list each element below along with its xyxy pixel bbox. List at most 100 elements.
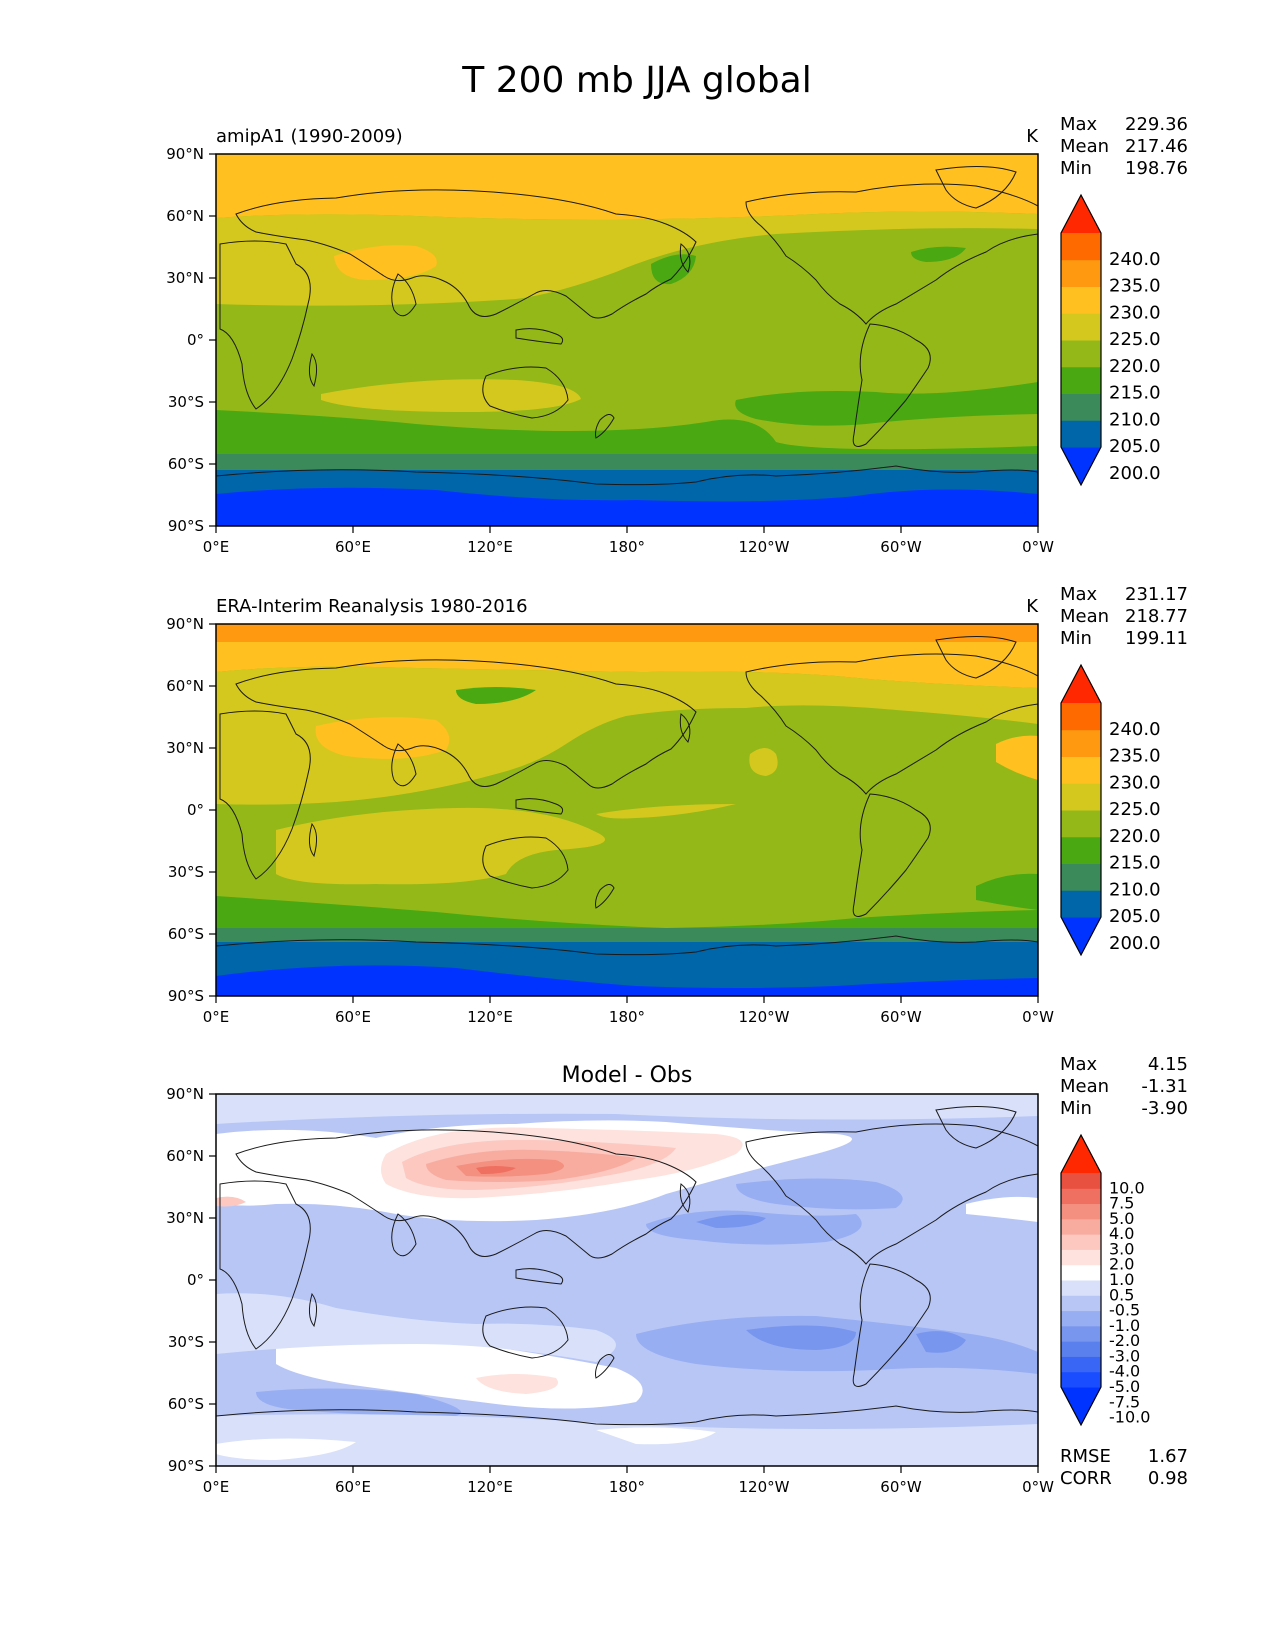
coast-japan [679, 243, 691, 273]
y-tick-label: 90°N [166, 615, 204, 633]
colorbar-level-label: 220.0 [1109, 356, 1161, 377]
colorbar-level-label: -5.0 [1109, 1377, 1140, 1396]
stat-min-value: 199.11 [1125, 628, 1188, 649]
band-obs-5 [276, 807, 605, 885]
colorbar-level-label: 5.0 [1109, 1209, 1134, 1228]
colorbar-level-label: 240.0 [1109, 249, 1161, 270]
colorbar-segment [1061, 233, 1101, 261]
colorbar-segment [1061, 703, 1101, 731]
band-diff-10 [966, 1196, 1038, 1222]
colorbar-segment [1061, 313, 1101, 341]
band-model-5 [334, 245, 437, 280]
stat-mean-value: 217.46 [1125, 136, 1188, 157]
colorbar-level-label: 3.0 [1109, 1239, 1134, 1258]
colorbar-level-label: 225.0 [1109, 329, 1161, 350]
x-tick-label: 120°W [739, 1478, 790, 1496]
y-tick-label: 30°N [166, 739, 204, 757]
band-model-3 [216, 211, 1038, 306]
y-tick-label: 90°N [166, 145, 204, 163]
colorbar-level-label: 210.0 [1109, 879, 1161, 900]
x-tick-label: 180° [609, 1478, 645, 1496]
panel-obs-stats: Max 231.17 Mean 218.77 Min 199.11 [1060, 584, 1188, 649]
coast-new-zealand [595, 884, 615, 909]
y-tick-label: 30°S [168, 863, 204, 881]
panel-diff-contour-field [216, 1094, 1038, 1466]
coast-japan [679, 713, 691, 743]
colorbar-outline [1060, 663, 1102, 957]
stat-rmse-value: 1.67 [1148, 1446, 1188, 1467]
stat-mean-label: Mean [1060, 606, 1109, 627]
colorbar-level-label: 205.0 [1109, 906, 1161, 927]
colorbar-segment [1061, 1249, 1101, 1266]
colorbar-outline [1060, 193, 1102, 487]
stat-max-value: 229.36 [1125, 114, 1188, 135]
band-diff-16 [916, 1331, 966, 1353]
coast-madagascar [308, 822, 318, 858]
colorbar-outline [1060, 1133, 1102, 1427]
colorbar-level-label: 4.0 [1109, 1224, 1134, 1243]
colorbar-segment [1061, 259, 1101, 287]
coast-new-zealand [595, 1354, 615, 1379]
colorbar-extend-low [1061, 447, 1101, 485]
colorbar-segment [1061, 863, 1101, 891]
band-diff-23 [596, 1427, 716, 1445]
stat-corr-label: CORR [1060, 1468, 1112, 1489]
colorbar-level-label: -0.5 [1109, 1301, 1140, 1320]
coast-antarctica [216, 935, 1038, 956]
x-tick-label: 0°E [203, 1008, 230, 1026]
band-obs-7 [749, 748, 778, 776]
band-obs-6 [596, 804, 736, 819]
y-tick-label: 90°S [168, 1457, 204, 1475]
stat-rmse-label: RMSE [1060, 1446, 1111, 1467]
stat-min-label: Min [1060, 1098, 1092, 1119]
band-model-10 [216, 454, 1038, 470]
colorbar-segment [1061, 420, 1101, 448]
coast-north-america [745, 1123, 1038, 1265]
coast-australia [482, 836, 569, 889]
x-tick-label: 120°W [739, 1008, 790, 1026]
stat-mean-label: Mean [1060, 136, 1109, 157]
band-diff-15 [746, 1325, 856, 1350]
colorbar-level-label: 7.5 [1109, 1194, 1134, 1213]
colorbar-level-label: 230.0 [1109, 772, 1161, 793]
colorbar-segment [1061, 1295, 1101, 1312]
colorbar-level-label: 210.0 [1109, 409, 1161, 430]
stat-max-value: 4.15 [1148, 1054, 1188, 1075]
coast-indonesia [515, 798, 564, 815]
colorbar-level-label: 220.0 [1109, 826, 1161, 847]
colorbar-level-label: 0.5 [1109, 1285, 1134, 1304]
y-tick-label: 0° [187, 331, 204, 349]
colorbar-segment [1061, 393, 1101, 421]
colorbar-level-label: 215.0 [1109, 853, 1161, 874]
stat-min-value: -3.90 [1141, 1098, 1188, 1119]
panel-model-units: K [1026, 126, 1039, 147]
colorbar-level-label: 10.0 [1109, 1178, 1145, 1197]
colorbar-level-label: -7.5 [1109, 1392, 1140, 1411]
panel-diff-footer-stats: RMSE 1.67 CORR 0.98 [1060, 1446, 1188, 1489]
panel-model-stats: Max 229.36 Mean 217.46 Min 198.76 [1060, 114, 1188, 179]
stat-max-label: Max [1060, 584, 1098, 605]
y-tick-label: 0° [187, 1271, 204, 1289]
panel-model-subtitle: amipA1 (1990-2009) [216, 126, 403, 147]
colorbar-segment [1061, 1264, 1101, 1281]
colorbar-segment [1061, 1310, 1101, 1327]
band-diff-18 [696, 1214, 766, 1228]
coast-antarctica [216, 465, 1038, 486]
colorbar-level-label: 2.0 [1109, 1255, 1134, 1274]
colorbar-segment [1061, 1203, 1101, 1220]
stat-min-value: 198.76 [1125, 158, 1188, 179]
panel-diff-colorbar: 10.07.55.04.03.02.01.00.5-0.5-1.0-2.0-3.… [1060, 1133, 1150, 1427]
colorbar-level-label: -10.0 [1109, 1408, 1150, 1427]
stat-min-label: Min [1060, 158, 1092, 179]
band-diff-17 [646, 1210, 862, 1245]
panel-diff-y-axis: 90°N 60°N 30°N 0° 30°S 60°S 90°S [166, 1085, 216, 1475]
stat-corr-value: 0.98 [1148, 1468, 1188, 1489]
x-tick-label: 0°W [1022, 1478, 1054, 1496]
colorbar-segment [1061, 810, 1101, 838]
panel-obs-y-axis: 90°N 60°N 30°N 0° 30°S 60°S 90°S [166, 615, 216, 1005]
colorbar-level-label: 205.0 [1109, 436, 1161, 457]
coast-madagascar [308, 1292, 318, 1328]
x-tick-label: 0°W [1022, 538, 1054, 556]
coast-greenland [935, 1105, 1017, 1149]
band-model-7 [911, 246, 966, 262]
